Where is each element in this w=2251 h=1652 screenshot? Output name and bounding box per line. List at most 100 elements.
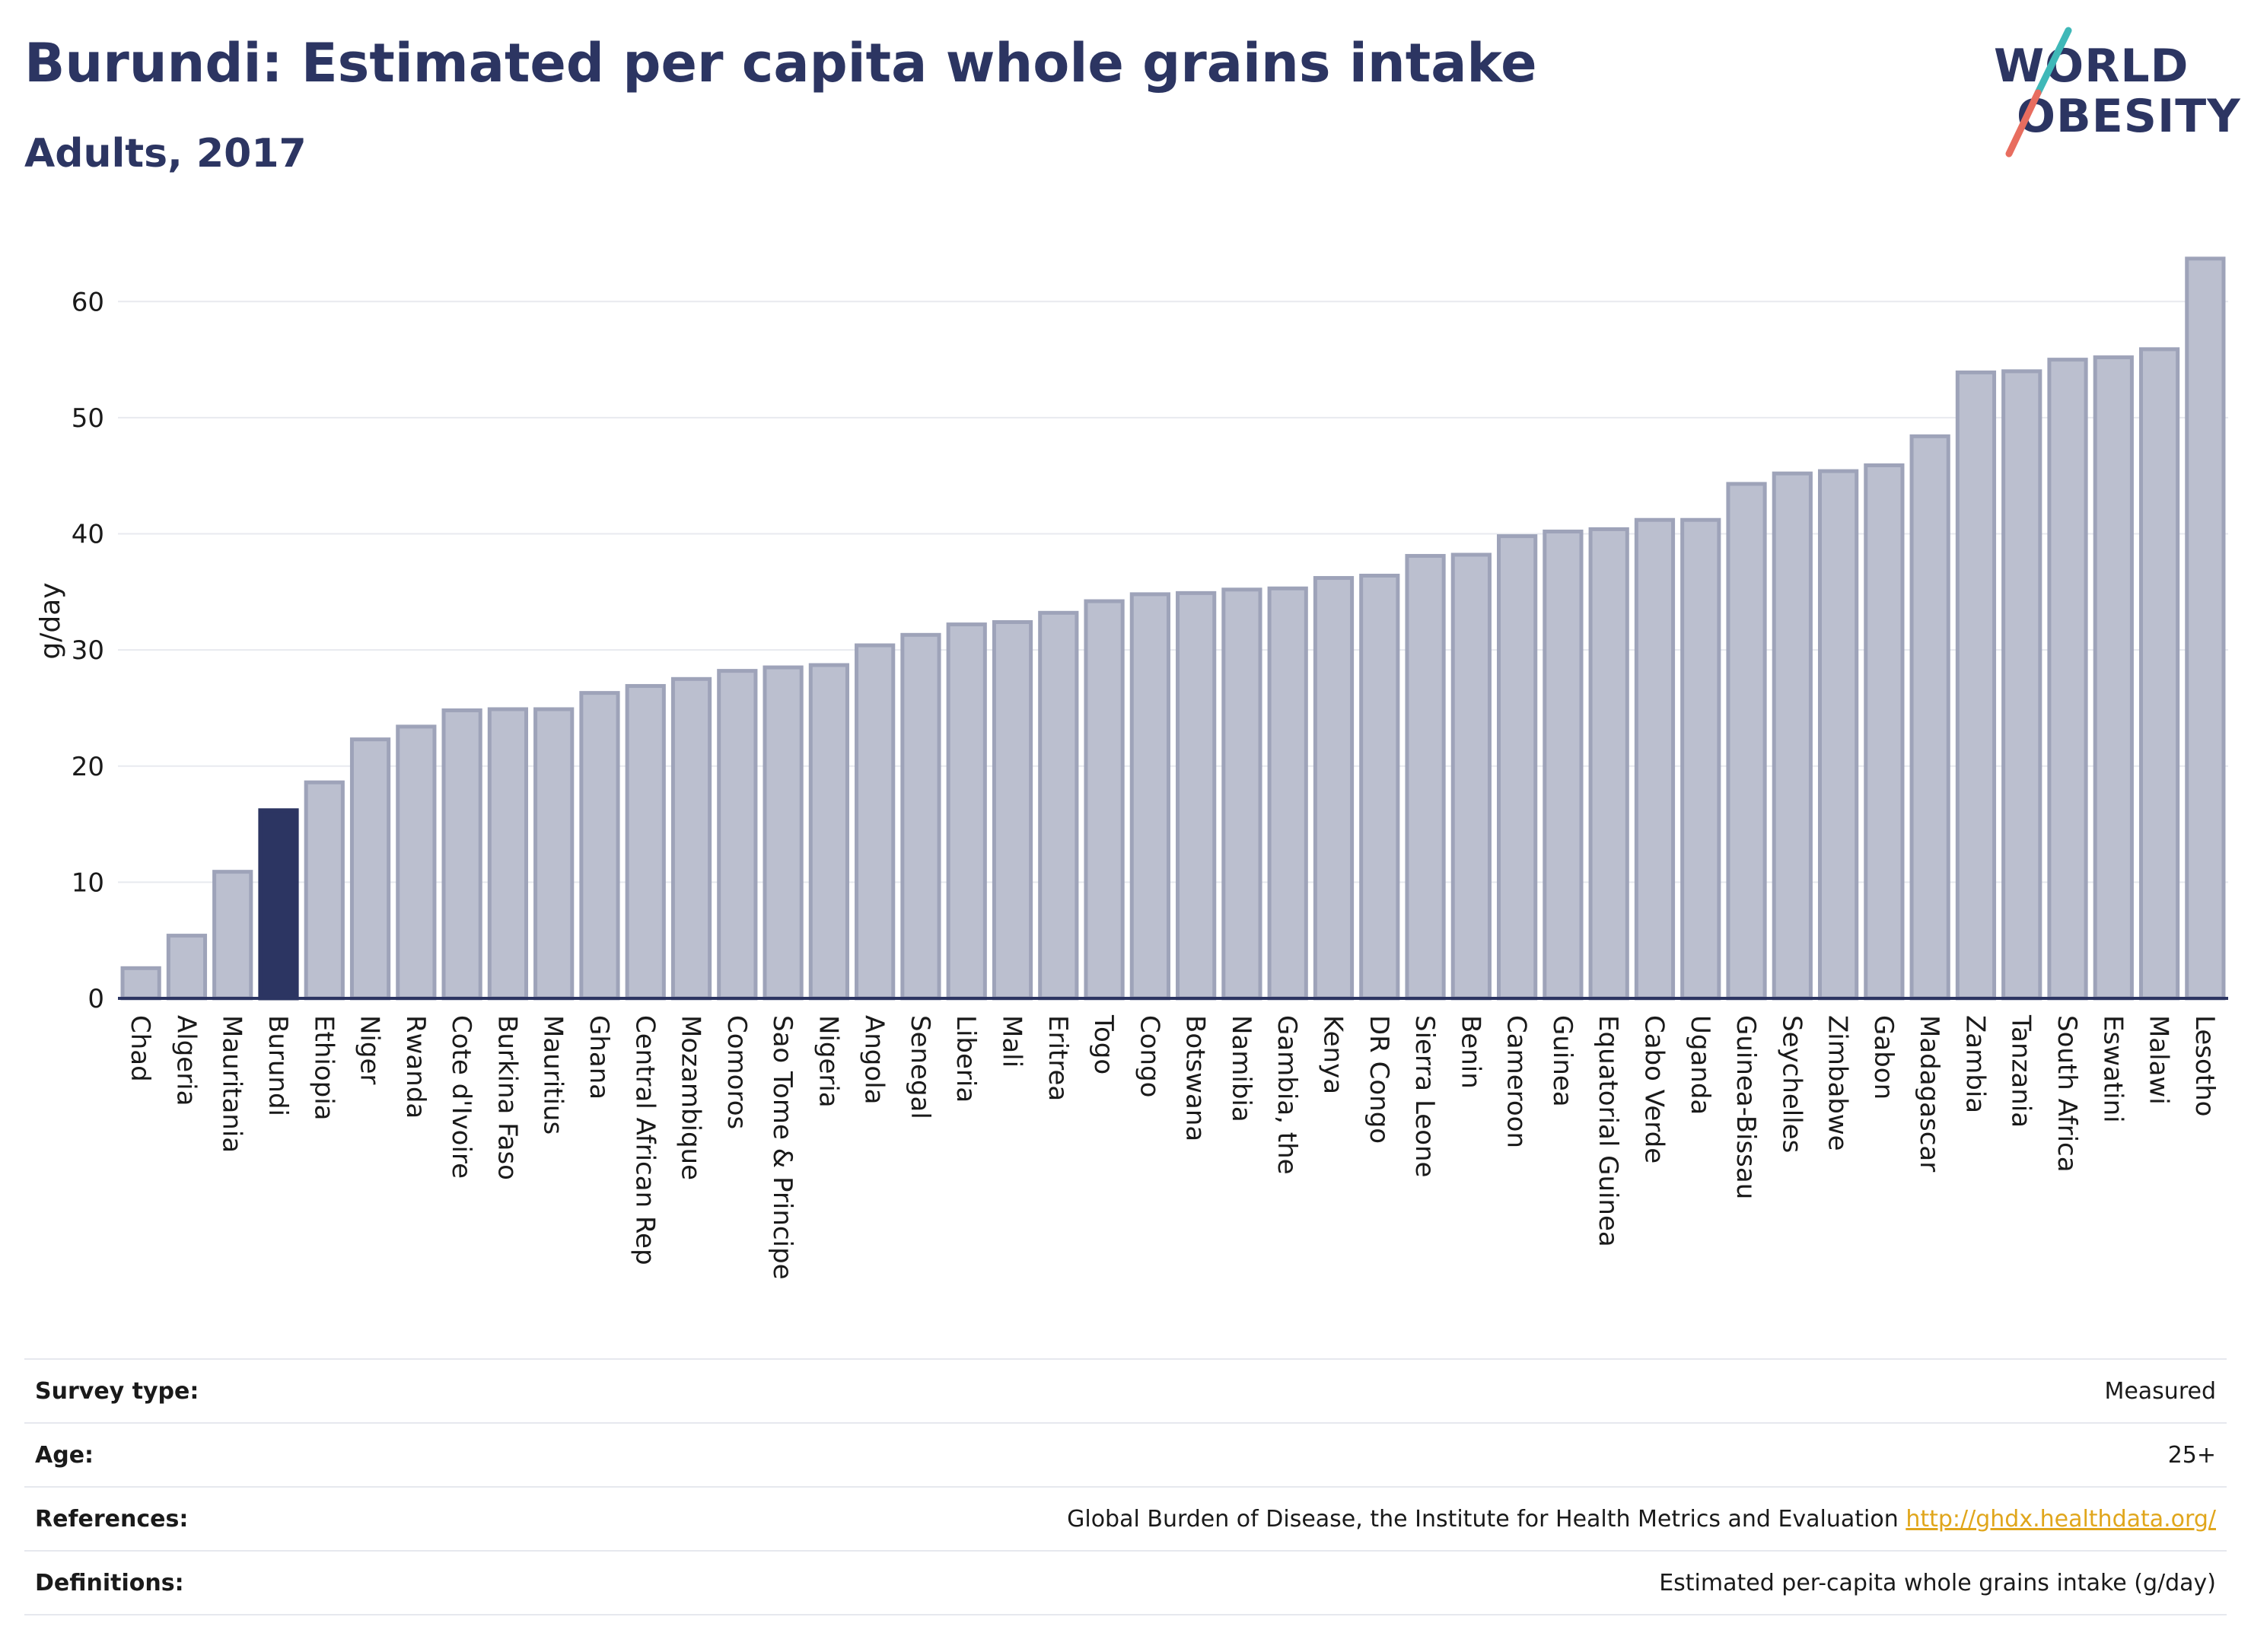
x-tick-label: Benin xyxy=(1455,1015,1485,1089)
bar xyxy=(166,934,208,1001)
bar xyxy=(349,737,391,1001)
references-text: Global Burden of Disease, the Institute … xyxy=(1067,1505,1899,1533)
x-tick-label: Mali xyxy=(997,1015,1027,1068)
x-tick-label: Mozambique xyxy=(676,1015,706,1180)
x-tick-label: Equatorial Guinea xyxy=(1593,1015,1623,1247)
x-tick-label: Burkina Faso xyxy=(492,1015,522,1180)
page-subtitle: Adults, 2017 xyxy=(24,131,307,177)
x-tick-label: Mauritius xyxy=(538,1015,568,1135)
x-tick-label: Mauritania xyxy=(217,1015,247,1153)
bar xyxy=(1909,434,1950,1001)
bar xyxy=(855,643,896,1001)
bar xyxy=(1497,534,1538,1001)
bar xyxy=(304,780,345,1001)
x-tick-label: Uganda xyxy=(1685,1015,1715,1115)
bar xyxy=(396,724,437,1001)
bar xyxy=(717,669,758,1001)
bar xyxy=(1405,554,1446,1001)
x-tick-label: South Africa xyxy=(2052,1015,2082,1173)
x-tick-label: Senegal xyxy=(905,1015,935,1119)
y-tick-label: 50 xyxy=(72,403,104,434)
bar xyxy=(2093,355,2134,1001)
bar xyxy=(212,870,253,1001)
info-row-age: Age: 25+ xyxy=(24,1422,2227,1487)
x-tick-label: Comoros xyxy=(721,1015,752,1129)
world-obesity-logo: WORLD OBESITY xyxy=(1979,23,2240,167)
age-value: 25+ xyxy=(350,1422,2227,1487)
x-tick-label: Cabo Verde xyxy=(1638,1015,1669,1163)
y-axis-title: g/day xyxy=(35,582,66,659)
bar xyxy=(1680,517,1721,1001)
bar xyxy=(1084,599,1125,1001)
bar xyxy=(900,632,941,1001)
x-tick-label: Botswana xyxy=(1180,1015,1211,1141)
info-row-survey-type: Survey type: Measured xyxy=(24,1358,2227,1423)
bar xyxy=(258,808,299,1001)
bar xyxy=(487,707,529,1001)
logo-line-2: OBESITY xyxy=(2017,90,2241,143)
age-label: Age: xyxy=(24,1422,350,1487)
x-tick-label: Eritrea xyxy=(1043,1015,1073,1101)
info-row-references: References: Global Burden of Disease, th… xyxy=(24,1486,2227,1551)
x-tick-label: Rwanda xyxy=(400,1015,431,1119)
x-tick-label: Ethiopia xyxy=(308,1015,339,1120)
bar xyxy=(1864,463,1905,1001)
bar xyxy=(1588,527,1629,1001)
x-tick-label: Eswatini xyxy=(2097,1015,2128,1123)
bar xyxy=(2185,256,2226,1001)
bar xyxy=(625,683,666,1001)
references-value: Global Burden of Disease, the Institute … xyxy=(350,1486,2227,1551)
x-tick-label: Liberia xyxy=(950,1015,981,1103)
references-label: References: xyxy=(24,1486,350,1551)
y-tick-label: 20 xyxy=(72,752,104,782)
x-tick-label: Seychelles xyxy=(1776,1015,1807,1153)
survey-type-label: Survey type: xyxy=(24,1358,350,1423)
x-tick-label: Burundi xyxy=(263,1015,293,1116)
bar xyxy=(992,620,1033,1001)
x-tick-label: Sierra Leone xyxy=(1409,1015,1440,1177)
bar xyxy=(1313,576,1355,1001)
references-link[interactable]: http://ghdx.healthdata.org/ xyxy=(1906,1505,2216,1533)
x-tick-label: Ghana xyxy=(584,1015,614,1100)
x-tick-label: Guinea xyxy=(1547,1015,1578,1107)
survey-type-value: Measured xyxy=(350,1358,2227,1423)
bar xyxy=(1772,471,1813,1001)
page-title: Burundi: Estimated per capita whole grai… xyxy=(24,32,1537,94)
bar xyxy=(1129,592,1170,1001)
x-tick-label: Algeria xyxy=(170,1015,201,1106)
x-tick-label: DR Congo xyxy=(1364,1015,1394,1144)
bar xyxy=(1726,482,1767,1001)
x-tick-label: Congo xyxy=(1134,1015,1164,1097)
info-table: Survey type: Measured Age: 25+ Reference… xyxy=(24,1358,2227,1615)
x-tick-label: Lesotho xyxy=(2189,1015,2220,1116)
bar xyxy=(120,966,161,1001)
y-tick-label: 40 xyxy=(72,520,104,550)
x-tick-label: Central African Rep xyxy=(629,1015,660,1265)
bar xyxy=(2001,369,2042,1001)
logo-slash-icon xyxy=(2005,27,2072,158)
bar xyxy=(441,708,482,1001)
x-tick-label: Niger xyxy=(355,1015,385,1084)
y-tick-label: 60 xyxy=(72,287,104,317)
bar xyxy=(533,707,575,1001)
x-tick-label: Cote d'Ivoire xyxy=(446,1015,476,1179)
x-tick-label: Zambia xyxy=(1960,1015,1990,1113)
x-tick-label: Chad xyxy=(125,1015,155,1082)
definitions-label: Definitions: xyxy=(24,1550,350,1615)
x-tick-label: Togo xyxy=(1088,1014,1119,1074)
bar xyxy=(1817,469,1859,1001)
bar xyxy=(2138,347,2180,1001)
bar xyxy=(1634,517,1676,1001)
y-tick-label: 10 xyxy=(72,867,104,898)
bar xyxy=(670,676,712,1001)
bar xyxy=(946,622,987,1001)
bar xyxy=(1221,587,1262,1001)
x-tick-label: Sao Tome & Principe xyxy=(767,1015,798,1280)
x-tick-label: Namibia xyxy=(1226,1015,1256,1122)
x-tick-label: Gambia, the xyxy=(1272,1015,1302,1175)
y-tick-label: 30 xyxy=(72,635,104,666)
x-tick-label: Tanzania xyxy=(2006,1014,2036,1128)
bar xyxy=(1543,529,1584,1001)
bar xyxy=(1267,586,1308,1001)
x-tick-label: Nigeria xyxy=(813,1015,843,1108)
